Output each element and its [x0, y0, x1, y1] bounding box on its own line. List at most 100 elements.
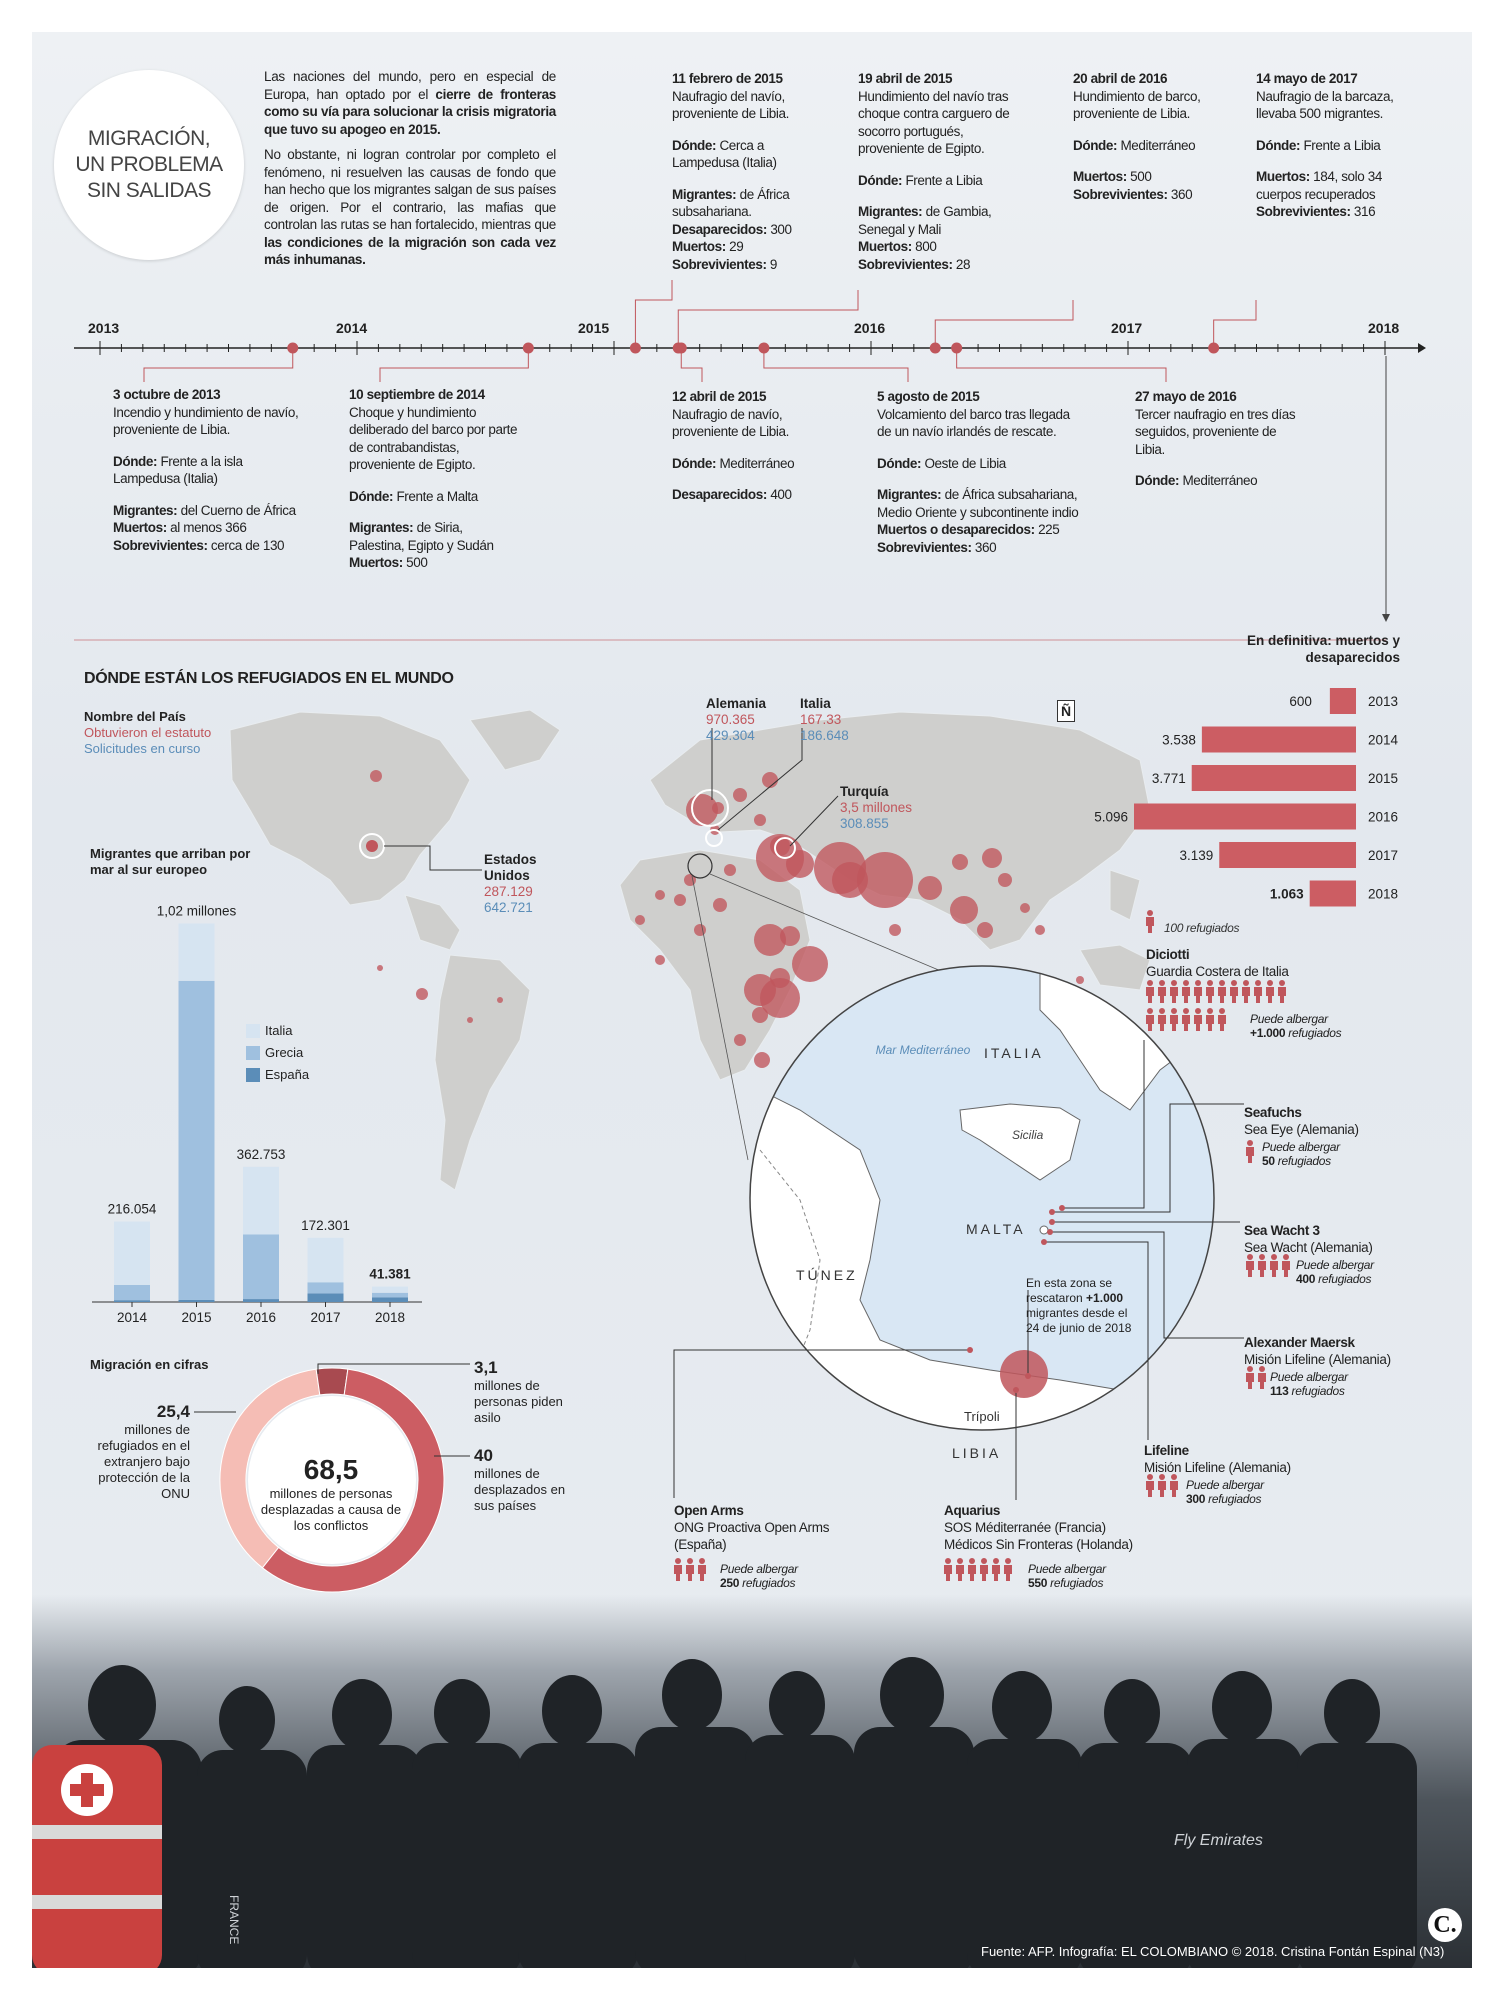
capacity-unit: refugiados [1208, 1492, 1262, 1506]
country-label-italy: Italia 167.33 186.648 [800, 696, 849, 744]
arrivals-year-label: 2014 [117, 1310, 148, 1325]
event-field-value: 316 [1353, 204, 1376, 219]
legend-grecia: Grecia [265, 1045, 304, 1060]
title-line-3: SIN SALIDAS [86, 179, 212, 202]
event-desc: Naufragio del navío, proveniente de Libi… [672, 88, 789, 122]
refugee-icon-head [1207, 980, 1213, 986]
ship-position-dot [1013, 1387, 1019, 1393]
inset-border [759, 1149, 821, 1381]
refugee-icon-body [1194, 1015, 1202, 1031]
ship-position-dot [1059, 1205, 1065, 1211]
refugee-icon-diciotti [1158, 1008, 1166, 1031]
arrivals-bar-españa [307, 1293, 344, 1302]
refugee-icon-body [1170, 987, 1178, 1003]
capacity-value: 250 [720, 1576, 740, 1590]
timeline-connector [680, 348, 703, 382]
refugee-icon-body [1146, 1015, 1154, 1031]
refugee-scale-note: 100 refugiados [1164, 921, 1240, 935]
ship-name: Diciotti [1146, 947, 1190, 962]
deaths-year-label: 2014 [1368, 733, 1399, 748]
map-landmass [404, 894, 461, 951]
intro-p1: Las naciones del mundo, pero en especial… [264, 69, 556, 102]
timeline-connector [143, 348, 294, 382]
arrivals-bar-italia [243, 1166, 279, 1235]
leader-italy [717, 728, 803, 831]
refugee-icon-body [1270, 1261, 1278, 1277]
north-indicator: Ñ [1057, 700, 1075, 722]
refugee-scale-icon [1146, 910, 1154, 933]
refugee-icon-body [1218, 987, 1226, 1003]
event-where: Oeste de Libia [924, 455, 1006, 471]
legend-swatch-italia [246, 1024, 260, 1038]
refugee-icon-body [944, 1565, 952, 1581]
deaths-value-label: 1.063 [1270, 887, 1304, 902]
capacity-unit: refugiados [1291, 1384, 1345, 1398]
refugee-icon-head [1207, 1008, 1213, 1014]
capacity-label: Puede albergar [720, 1562, 798, 1576]
event-desc: Volcamiento del barco tras llegada de un… [877, 406, 1070, 440]
country-pending: 642.721 [484, 900, 533, 915]
event-desc: Incendio y hundimiento de navío, proveni… [113, 404, 299, 438]
arrivals-bar-grecia [243, 1234, 279, 1300]
event-field-value: de Gambia, Senegal y Mali [858, 204, 992, 237]
refugee-icon-body [1258, 1261, 1266, 1277]
event-field-label: Muertos: [858, 239, 912, 254]
refugee-bubble [952, 854, 968, 870]
event-date: 27 mayo de 2016 [1135, 389, 1237, 404]
deaths-year-label: 2013 [1368, 694, 1398, 709]
figure-asylum: 3,1 millones de personas piden asilo [474, 1358, 574, 1426]
inset-malta-label: MALTA [966, 1221, 1026, 1237]
ship-lifeline-capacity: Puede albergar 300 refugiados [1186, 1478, 1316, 1506]
intro-p1-bold: cierre de fronteras como su vía para sol… [264, 86, 557, 137]
timeline-event-dot [758, 342, 770, 354]
refugee-icon-body [1146, 987, 1154, 1003]
refugee-icon-seawacht [1270, 1254, 1278, 1277]
refugee-icon-diciotti [1218, 980, 1226, 1003]
ship-seawacht: Sea Wacht 3 Sea Wacht (Alemania) [1244, 1222, 1424, 1256]
event-field-value: 28 [955, 256, 971, 272]
ship-aquarius: Aquarius SOS Méditerranée (Francia) Médi… [944, 1502, 1154, 1553]
shirt-text-france: FRANCE [227, 1895, 241, 1944]
event-field-value: 29 [729, 239, 744, 254]
ship-leader-line [1062, 1040, 1145, 1209]
refugee-icon-aquarius [980, 1558, 988, 1581]
event-where: Mediterráneo [719, 455, 795, 471]
ship-name: Alexander Maersk [1244, 1335, 1355, 1350]
event-date: 20 abril de 2016 [1073, 71, 1168, 86]
refugee-icon-body [1170, 1481, 1178, 1497]
figures-title: Migración en cifras [90, 1357, 209, 1372]
refugee-icon-body [1004, 1565, 1012, 1581]
ship-name: Lifeline [1144, 1443, 1189, 1458]
event-where-label: Dónde: [672, 137, 717, 153]
event-field-value: cerca de 130 [210, 537, 285, 553]
ship-openarms: Open Arms ONG Proactiva Open Arms (Españ… [674, 1502, 864, 1553]
event-where: Frente a Malta [396, 488, 478, 504]
title-line-2: UN PROBLEMA [75, 153, 223, 176]
event-field-value: del Cuerno de África [180, 502, 296, 518]
title-line-1: MIGRACIÓN, [87, 127, 211, 150]
rescue-note-b: +1.000 [1086, 1291, 1124, 1305]
event-date: 3 octubre de 2013 [113, 387, 221, 402]
refugee-bubble [734, 1034, 746, 1046]
event-field-value: 184, solo 34 cuerpos recuperados [1256, 169, 1382, 202]
figure-label: millones de personas piden asilo [474, 1378, 563, 1425]
inset-libya-label: LIBIA [952, 1445, 1002, 1461]
event-date: 11 febrero de 2015 [672, 71, 783, 86]
capacity-value: 113 [1270, 1384, 1289, 1398]
capacity-label: Puede albergar [1250, 1012, 1328, 1026]
event-desc: Naufragio de la barcaza, llevaba 500 mig… [1256, 88, 1394, 122]
timeline-event-dot [522, 342, 534, 354]
refugee-bubble [684, 874, 696, 886]
arrivals-total-label: 41.381 [369, 1267, 411, 1282]
refugee-icon-body [956, 1565, 964, 1581]
shirt-text-emirates: Fly Emirates [1174, 1832, 1263, 1849]
event-where-label: Dónde: [113, 453, 158, 469]
refugee-icon-seafuchs [1246, 1140, 1254, 1163]
event-field-label: Migrantes: [858, 204, 923, 219]
arrivals-total-label: 362.753 [237, 1147, 286, 1162]
map-title: DÓNDE ESTÁN LOS REFUGIADOS EN EL MUNDO [84, 670, 454, 687]
refugee-icon-head [1259, 1254, 1265, 1260]
event-where-label: Dónde: [858, 172, 903, 188]
arrivals-bar-grecia [178, 980, 215, 1300]
